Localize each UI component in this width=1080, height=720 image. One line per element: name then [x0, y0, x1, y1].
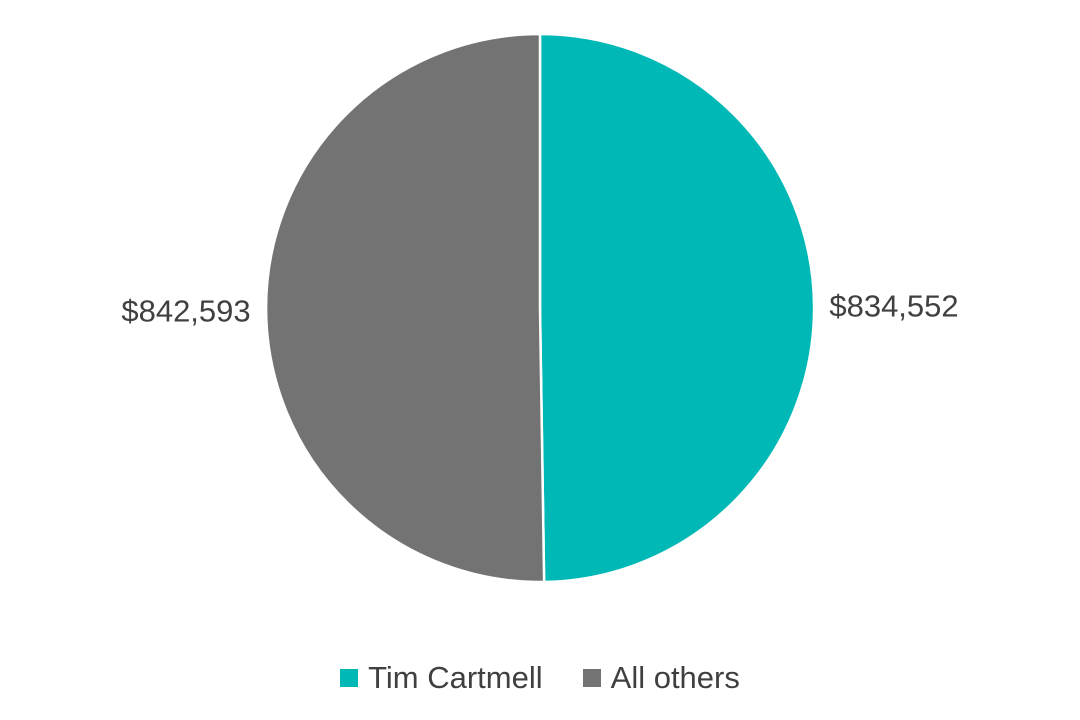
- legend-swatch-all-others: [582, 669, 601, 687]
- legend-item-tim-cartmell: Tim Cartmell: [340, 660, 543, 696]
- chart-legend: Tim Cartmell All others: [0, 656, 1080, 700]
- legend-label-all-others: All others: [610, 660, 740, 695]
- pie-slice-tim-cartmell: [538, 32, 816, 584]
- legend-swatch-tim-cartmell: [340, 669, 359, 687]
- data-label-tim-cartmell: $834,552: [829, 288, 958, 323]
- pie-chart-plot: $834,552 $842,593: [121, 32, 959, 584]
- legend-label-tim-cartmell: Tim Cartmell: [368, 660, 543, 695]
- data-label-all-others: $842,593: [121, 294, 250, 329]
- pie-slice-all-others: [264, 32, 546, 584]
- legend-item-all-others: All others: [582, 660, 740, 696]
